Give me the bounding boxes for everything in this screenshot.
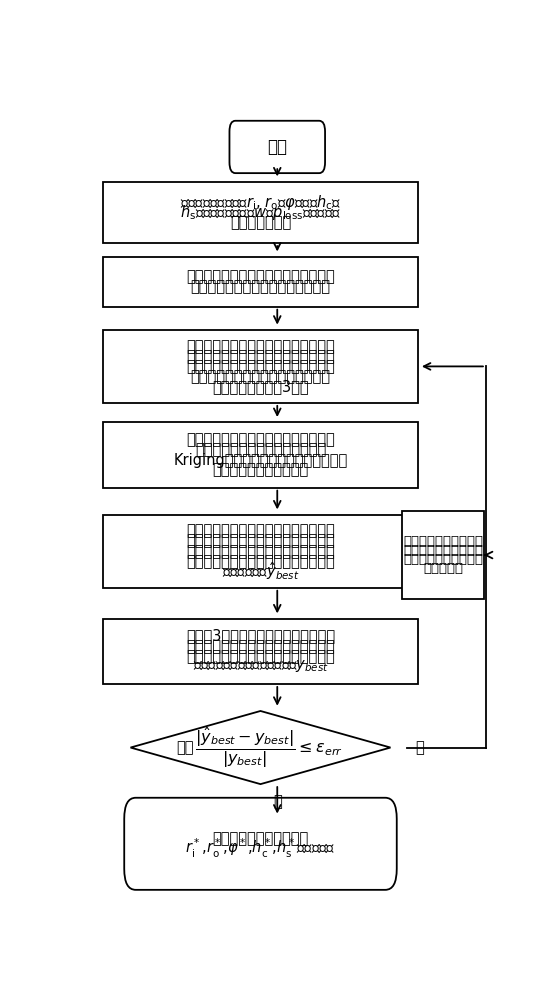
Bar xyxy=(103,619,418,684)
Text: 点及其对应的弹流润滑: 点及其对应的弹流润滑 xyxy=(403,544,483,557)
Text: 利用设计变量的样本点和对应的目标函: 利用设计变量的样本点和对应的目标函 xyxy=(186,432,335,447)
Bar xyxy=(103,422,418,488)
Bar xyxy=(103,515,418,588)
Polygon shape xyxy=(130,711,391,784)
Text: $r_{\mathrm{i}}^*$,$r_{\mathrm{o}}^*$,$\varphi^*$,$h_{\mathrm{c}}^*$,$h_{\mathrm: $r_{\mathrm{i}}^*$,$r_{\mathrm{o}}^*$,$\… xyxy=(186,837,335,860)
Text: 目标函数间显式代理关系: 目标函数间显式代理关系 xyxy=(213,463,308,478)
Text: 集，具体流程如图3所示: 集，具体流程如图3所示 xyxy=(212,379,309,394)
Text: 通过拉丁超立方算法在设计变量变化范: 通过拉丁超立方算法在设计变量变化范 xyxy=(186,269,335,284)
Text: $\dfrac{|\hat{y}_{best} - y_{best}|}{|y_{best}|} \leq \varepsilon_{err}$: $\dfrac{|\hat{y}_{best} - y_{best}|}{|y_… xyxy=(195,726,343,770)
Text: 开始: 开始 xyxy=(267,138,287,156)
FancyBboxPatch shape xyxy=(124,798,397,890)
Text: 判断: 判断 xyxy=(176,740,194,755)
Text: 根据优化加点准则，通过序列二次规划: 根据优化加点准则，通过序列二次规划 xyxy=(186,523,335,538)
Text: 的优化问题列式: 的优化问题列式 xyxy=(230,215,291,230)
Text: 建立以可倾瓦滑移区$r_{\mathrm{i}}$, $r_{\mathrm{o}}$和$\varphi$，瓦面$h_{\mathrm{c}}$和: 建立以可倾瓦滑移区$r_{\mathrm{i}}$, $r_{\mathrm{o… xyxy=(180,193,341,212)
Text: 算法进行设计变量与目标函数间显式代: 算法进行设计变量与目标函数间显式代 xyxy=(186,534,335,549)
Text: 界面滑移、水膜空化和瓦面变形耦合作: 界面滑移、水膜空化和瓦面变形耦合作 xyxy=(186,349,335,364)
Text: 用的弹流润滑模型，构建设计变量的样: 用的弹流润滑模型，构建设计变量的样 xyxy=(186,359,335,374)
Text: 样本数据集: 样本数据集 xyxy=(423,562,463,575)
Text: 模型，获得设计变量的优化样本点所对: 模型，获得设计变量的优化样本点所对 xyxy=(186,649,335,664)
Text: $h_{\mathrm{s}}$为设计变量，轴承$w$和$p_{\mathrm{loss}}$为目标函数: $h_{\mathrm{s}}$为设计变量，轴承$w$和$p_{\mathrm{… xyxy=(180,203,341,222)
Bar xyxy=(402,511,484,599)
Text: 是: 是 xyxy=(273,794,282,809)
Text: 膜空化和瓦面变形耦合作用的弹流润滑: 膜空化和瓦面变形耦合作用的弹流润滑 xyxy=(186,639,335,654)
Text: Kriging代理模型算法，建立设计变量与: Kriging代理模型算法，建立设计变量与 xyxy=(173,453,348,468)
Text: 理关系的极小值搜索，确定设计变量的: 理关系的极小值搜索，确定设计变量的 xyxy=(186,544,335,559)
Text: 目标函数极值$\hat{y}_{best}$: 目标函数极值$\hat{y}_{best}$ xyxy=(222,561,299,582)
Text: 本点及其对应的目标函数值样本数据: 本点及其对应的目标函数值样本数据 xyxy=(190,369,331,384)
Bar xyxy=(103,257,418,307)
Text: 按照图3流程，通过模拟界面滑移、水: 按照图3流程，通过模拟界面滑移、水 xyxy=(186,629,335,644)
Text: 输出最终优化的设计变量: 输出最终优化的设计变量 xyxy=(213,831,308,846)
Text: 数值样本数据集，通过随机过程的: 数值样本数据集，通过随机过程的 xyxy=(195,442,326,457)
Text: 应的弹流润滑模型的目标函数值$y_{best}$: 应的弹流润滑模型的目标函数值$y_{best}$ xyxy=(193,658,328,674)
Bar xyxy=(103,330,418,403)
Text: 利用设计变量的初始样本点，通过模拟: 利用设计变量的初始样本点，通过模拟 xyxy=(186,339,335,354)
Bar xyxy=(103,182,418,243)
Text: 围抽样，确定设计变量的初始样本点: 围抽样，确定设计变量的初始样本点 xyxy=(190,279,331,294)
Text: 模型目标函数值补充到: 模型目标函数值补充到 xyxy=(403,553,483,566)
Text: 将设计变量的优化样本: 将设计变量的优化样本 xyxy=(403,535,483,548)
FancyBboxPatch shape xyxy=(229,121,325,173)
Text: 优化样本点及其对应的代理模型预测的: 优化样本点及其对应的代理模型预测的 xyxy=(186,554,335,569)
Text: 否: 否 xyxy=(415,740,424,755)
